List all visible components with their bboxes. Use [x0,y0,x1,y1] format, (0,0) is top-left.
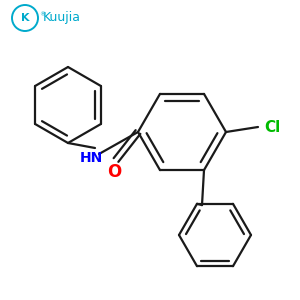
Text: Cl: Cl [264,119,280,134]
Text: HN: HN [80,151,103,165]
Text: O: O [107,163,121,181]
Text: ®: ® [39,12,45,17]
Text: K: K [21,13,29,23]
Text: Kuujia: Kuujia [43,11,81,25]
